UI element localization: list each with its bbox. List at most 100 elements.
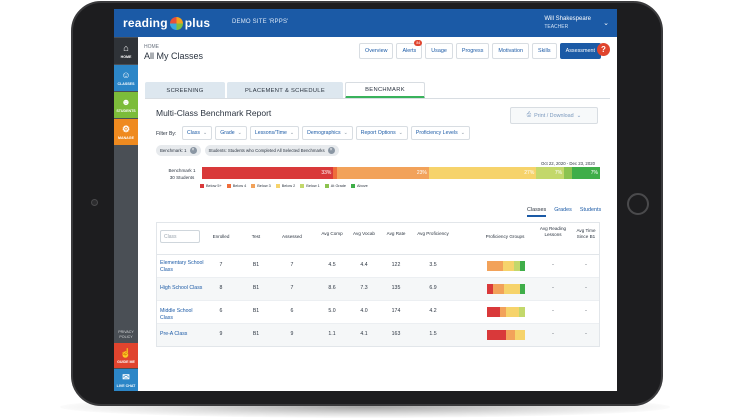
distribution-segment[interactable]: [333, 167, 338, 179]
nav-classes[interactable]: ☺ CLASSES: [114, 65, 138, 91]
cell-assessed: 7: [290, 285, 294, 291]
close-icon[interactable]: ×: [327, 147, 335, 154]
legend-item: Below 4: [226, 184, 246, 188]
table-row: Elementary School Class 7 B1 7 4.5 4.4 122 3.5 -…: [157, 255, 599, 278]
nav-home[interactable]: ⌂ HOME: [114, 38, 138, 64]
tab-progress[interactable]: Progress: [455, 43, 490, 59]
chevron-down-icon: ⌄: [398, 130, 403, 136]
tab-motivation[interactable]: Motivation: [492, 43, 529, 59]
cell-vocab: 4.1: [360, 331, 368, 337]
distribution-segment[interactable]: 7%: [536, 167, 565, 179]
user-role: TEACHER: [544, 24, 569, 30]
cell-test: B1: [252, 262, 260, 268]
filter-report-options[interactable]: Report Options ⌄: [355, 126, 408, 140]
subtab-placement-schedule[interactable]: PLACEMENT & SCHEDULE: [227, 82, 343, 99]
legend-item: Below 3: [251, 184, 271, 188]
breadcrumb[interactable]: HOME: [144, 44, 159, 50]
left-nav: ⌂ HOME ☺ CLASSES ☻ STUDENTS ⚙ MANAGE PRI…: [114, 37, 138, 391]
filter-demographics[interactable]: Demographics ⌄: [302, 126, 353, 140]
proficiency-groups-bar[interactable]: [487, 284, 525, 294]
tab-usage[interactable]: Usage: [425, 43, 453, 59]
class-name-link[interactable]: Pre-A Class: [160, 331, 188, 337]
benchmark-name: Benchmark 1: [168, 168, 196, 173]
distribution-segment[interactable]: 7%: [572, 167, 600, 179]
tab-overview[interactable]: Overview: [359, 43, 394, 59]
cell-assessed: 6: [290, 308, 294, 314]
subtab-benchmark[interactable]: BENCHMARK: [345, 82, 425, 99]
col-test[interactable]: Test: [251, 234, 261, 239]
distribution-segment[interactable]: 33%: [202, 167, 334, 179]
cell-rate: 122: [391, 262, 401, 268]
col-assessed[interactable]: Assessed: [282, 234, 302, 239]
nav-manage[interactable]: ⚙ MANAGE: [114, 119, 138, 145]
proficiency-group-segment: [506, 330, 516, 340]
col-enrolled[interactable]: Enrolled: [212, 234, 230, 239]
proficiency-groups-bar[interactable]: [487, 330, 525, 340]
reading-plus-logo[interactable]: reading plus: [123, 15, 210, 31]
tab-assessment[interactable]: Assessment: [559, 43, 601, 59]
cell-enrolled: 9: [219, 331, 223, 337]
legend-swatch: [300, 184, 305, 188]
col-avg-time-since-b1[interactable]: Avg Time Since B1: [576, 228, 596, 239]
tab-alerts-label: Alerts: [402, 48, 417, 54]
cell-comp: 4.5: [328, 262, 336, 268]
cell-lessons: -: [552, 285, 554, 291]
view-tab-students[interactable]: Students: [579, 207, 602, 213]
proficiency-group-segment: [487, 330, 506, 340]
nav-students[interactable]: ☻ STUDENTS: [114, 92, 138, 118]
cell-test: B1: [252, 285, 260, 291]
help-button[interactable]: ?: [597, 43, 610, 56]
col-avg-proficiency[interactable]: Avg Proficiency: [417, 231, 449, 236]
tab-skills[interactable]: Skills: [532, 43, 557, 59]
legend-label: Below 5+: [206, 184, 222, 188]
student-icon: ☻: [121, 97, 131, 107]
subtab-screening[interactable]: SCREENING: [145, 82, 225, 99]
class-name-link[interactable]: Elementary School Class: [160, 260, 204, 273]
col-proficiency-groups[interactable]: Proficiency Groups: [485, 234, 525, 239]
distribution-segment[interactable]: 27%: [428, 167, 537, 179]
chevron-down-icon: ⌄: [576, 112, 582, 119]
filter-proficiency-levels[interactable]: Proficiency Levels ⌄: [410, 126, 470, 140]
col-avg-comp[interactable]: Avg Comp: [321, 231, 343, 236]
legend-swatch: [351, 184, 355, 188]
col-avg-vocab[interactable]: Avg Vocab: [353, 231, 375, 236]
nav-guide-me[interactable]: ☝ GUIDE ME: [114, 343, 138, 368]
class-name-link[interactable]: High School Class: [160, 285, 203, 291]
col-avg-rate[interactable]: Avg Rate: [386, 231, 406, 236]
class-name-link[interactable]: Middle School Class: [160, 308, 193, 321]
distribution-segment[interactable]: [564, 167, 573, 179]
filter-class[interactable]: Class ⌄: [182, 126, 213, 140]
logo-mark-icon: [169, 16, 183, 30]
chevron-down-icon[interactable]: ⌄: [603, 20, 609, 27]
proficiency-group-segment: [487, 307, 500, 317]
chip-benchmark[interactable]: Benchmark: 1 ×: [156, 145, 201, 156]
user-menu[interactable]: Will Shakespeare TEACHER: [544, 15, 591, 31]
group-icon: ☺: [121, 70, 131, 80]
proficiency-groups-bar[interactable]: [487, 307, 525, 317]
privacy-policy-link[interactable]: PRIVACY POLICY: [118, 330, 134, 339]
close-icon[interactable]: ×: [189, 147, 197, 154]
cell-prof: 3.5: [429, 262, 437, 268]
class-filter-input[interactable]: Class: [160, 230, 200, 243]
subtab-divider: [145, 98, 610, 99]
filter-grade[interactable]: Grade ⌄: [215, 126, 247, 140]
tab-alerts[interactable]: Alerts 84: [396, 40, 423, 59]
proficiency-groups-bar[interactable]: [487, 261, 525, 271]
cell-rate: 174: [391, 308, 401, 314]
page-title: All My Classes: [144, 51, 204, 61]
nav-live-chat[interactable]: ✉ LIVE CHAT: [114, 369, 138, 391]
chip-benchmark-label: Benchmark: 1: [160, 148, 187, 153]
view-tab-classes[interactable]: Classes: [527, 207, 547, 217]
distribution-segment[interactable]: 23%: [337, 167, 429, 179]
legend-swatch: [275, 184, 280, 188]
cell-vocab: 4.4: [360, 262, 368, 268]
col-avg-reading-lessons[interactable]: Avg Reading Lessons: [539, 226, 567, 237]
filter-lessons-time[interactable]: Lessons/Time ⌄: [249, 126, 300, 140]
cell-comp: 5.0: [328, 308, 336, 314]
print-download-button[interactable]: ⎙ Print / Download ⌄: [510, 107, 598, 124]
proficiency-group-segment: [518, 307, 525, 317]
cell-prof: 6.9: [429, 285, 437, 291]
view-tab-grades[interactable]: Grades: [554, 207, 572, 213]
chip-students[interactable]: Students: Students who Completed All Sel…: [204, 145, 339, 156]
legend-item: Below 5+: [200, 184, 222, 188]
